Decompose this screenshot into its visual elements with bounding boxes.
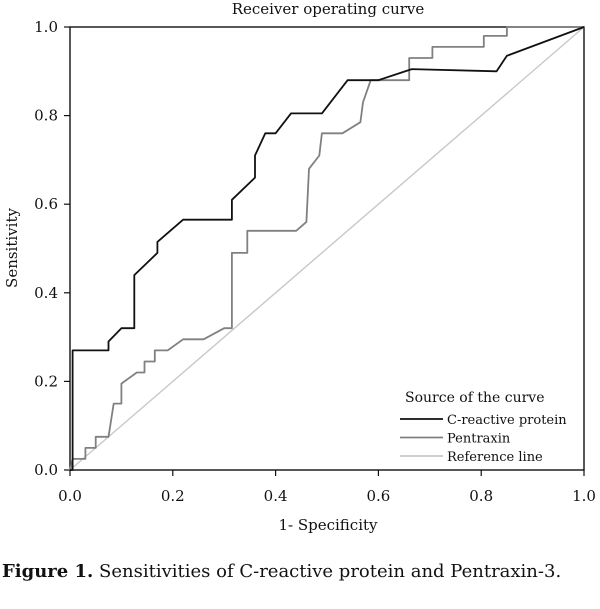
legend-entry: Pentraxin bbox=[447, 432, 511, 447]
x-tick-label: 0.6 bbox=[366, 487, 390, 505]
x-tick-label: 0.2 bbox=[161, 487, 185, 505]
figure-caption-text: Sensitivities of C-reactive protein and … bbox=[99, 561, 562, 582]
series-line-c-reactive-protein bbox=[70, 26, 585, 471]
figure-caption: Figure 1. Sensitivities of C-reactive pr… bbox=[2, 561, 598, 583]
x-tick-label: 0.8 bbox=[469, 487, 493, 505]
roc-chart: Receiver operating curve 0.0 0.2 0.4 0.6 0.8… bbox=[3, 0, 596, 534]
series-line-reference-line bbox=[69, 26, 585, 471]
series-line-pentraxin bbox=[69, 26, 584, 471]
y-tick-label: 0.2 bbox=[34, 372, 58, 390]
legend-title: Source of the curve bbox=[405, 390, 545, 406]
y-tick-label: 0.6 bbox=[34, 195, 58, 213]
plot-frame bbox=[69, 26, 585, 471]
y-tick-label: 1.0 bbox=[34, 18, 58, 36]
chart-title: Receiver operating curve bbox=[232, 0, 425, 18]
legend: Source of the curve C-reactive protein Pe… bbox=[400, 390, 567, 465]
y-tick-label: 0.4 bbox=[34, 284, 58, 302]
x-tick-label: 0.0 bbox=[58, 487, 82, 505]
x-tick-label: 1.0 bbox=[572, 487, 596, 505]
y-axis-label: Sensitivity bbox=[3, 208, 21, 288]
legend-entry: Reference line bbox=[447, 450, 543, 465]
figure-label: Figure 1. bbox=[2, 561, 94, 582]
y-tick-label: 0.0 bbox=[34, 461, 58, 479]
legend-entry: C-reactive protein bbox=[447, 413, 567, 428]
y-tick-label: 0.8 bbox=[34, 107, 58, 125]
x-tick-label: 0.4 bbox=[264, 487, 288, 505]
x-axis-label: 1- Specificity bbox=[278, 516, 378, 534]
